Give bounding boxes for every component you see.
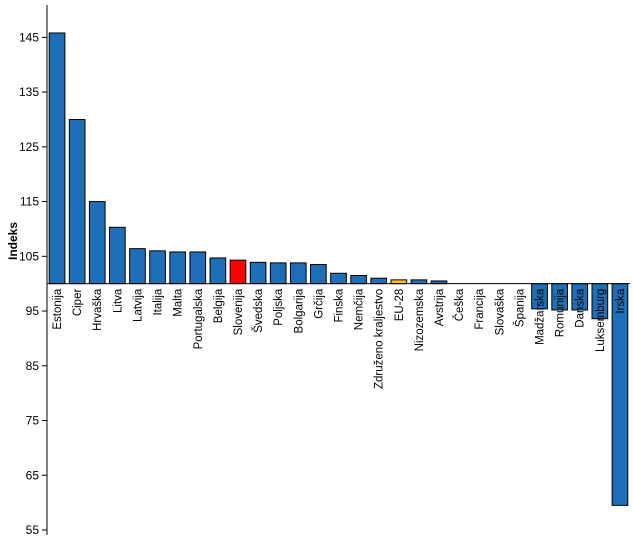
category-label: Nizozemska (414, 288, 426, 351)
category-label: Slovaška (494, 288, 506, 335)
category-label: Portugalska (193, 288, 205, 349)
bar (209, 257, 227, 285)
y-axis-title: Indeks (6, 222, 20, 260)
category-label: Danska (575, 288, 587, 328)
bar (390, 279, 408, 285)
bar (68, 118, 86, 285)
category-label: Avstrija (434, 288, 446, 326)
y-tick-label: 125 (19, 140, 39, 154)
y-tick-label: 95 (26, 304, 40, 318)
bar (149, 250, 166, 285)
bar (249, 261, 267, 285)
y-axis: 55 65 75 85 95 105 115 125 135 145 (19, 5, 48, 537)
bar (88, 201, 106, 285)
y-tick-label: 65 (26, 468, 40, 482)
category-label: Grčija (313, 288, 325, 319)
category-label: Luksemburg (595, 289, 607, 352)
bar (350, 274, 367, 285)
bar (330, 272, 347, 285)
bar (289, 262, 307, 285)
category-label: Litva (112, 288, 124, 313)
category-label: Švedska (252, 288, 265, 333)
bar (169, 251, 187, 285)
category-label: Slovenija (233, 288, 245, 335)
category-label: Finska (334, 288, 346, 322)
category-label: Belgija (213, 288, 225, 323)
category-label: Irska (615, 288, 627, 314)
category-label: EU-28 (394, 289, 406, 322)
category-label: Latvija (132, 288, 144, 322)
category-label: Hrvaška (92, 288, 104, 331)
category-label: Češka (453, 288, 466, 321)
y-tick-label: 105 (19, 249, 39, 263)
y-tick-label: 115 (20, 195, 39, 209)
y-tick-label: 135 (19, 85, 39, 99)
y-tick-label: 75 (26, 414, 40, 428)
y-tick-label: 85 (26, 359, 40, 373)
category-label: Madžarska (535, 288, 547, 345)
bar (129, 248, 146, 285)
bar (370, 277, 388, 285)
category-label: Francija (474, 288, 486, 330)
bar (189, 251, 207, 285)
category-label: Estonija (52, 288, 64, 330)
bars (48, 32, 629, 506)
category-label: Združeno kraljestvo (374, 289, 386, 389)
category-label: Malta (173, 288, 185, 317)
category-label: Nemčija (354, 288, 366, 330)
bar (48, 32, 66, 285)
category-label: Italija (153, 288, 165, 315)
category-label: Poljska (273, 288, 285, 326)
y-tick-label: 145 (19, 30, 39, 44)
bar (310, 264, 327, 285)
category-label: Španija (513, 288, 526, 327)
bar (229, 259, 247, 285)
category-label: Ciper (72, 289, 84, 317)
category-label: Romunija (555, 288, 567, 337)
category-label: Bolgarija (293, 288, 305, 333)
y-tick-label: 55 (26, 523, 40, 537)
bar (269, 262, 287, 285)
bar (109, 226, 126, 285)
category-labels: Estonija Ciper Hrvaška Litva Latvija Italija M… (52, 288, 627, 389)
bar (611, 283, 629, 506)
bar (410, 279, 428, 285)
